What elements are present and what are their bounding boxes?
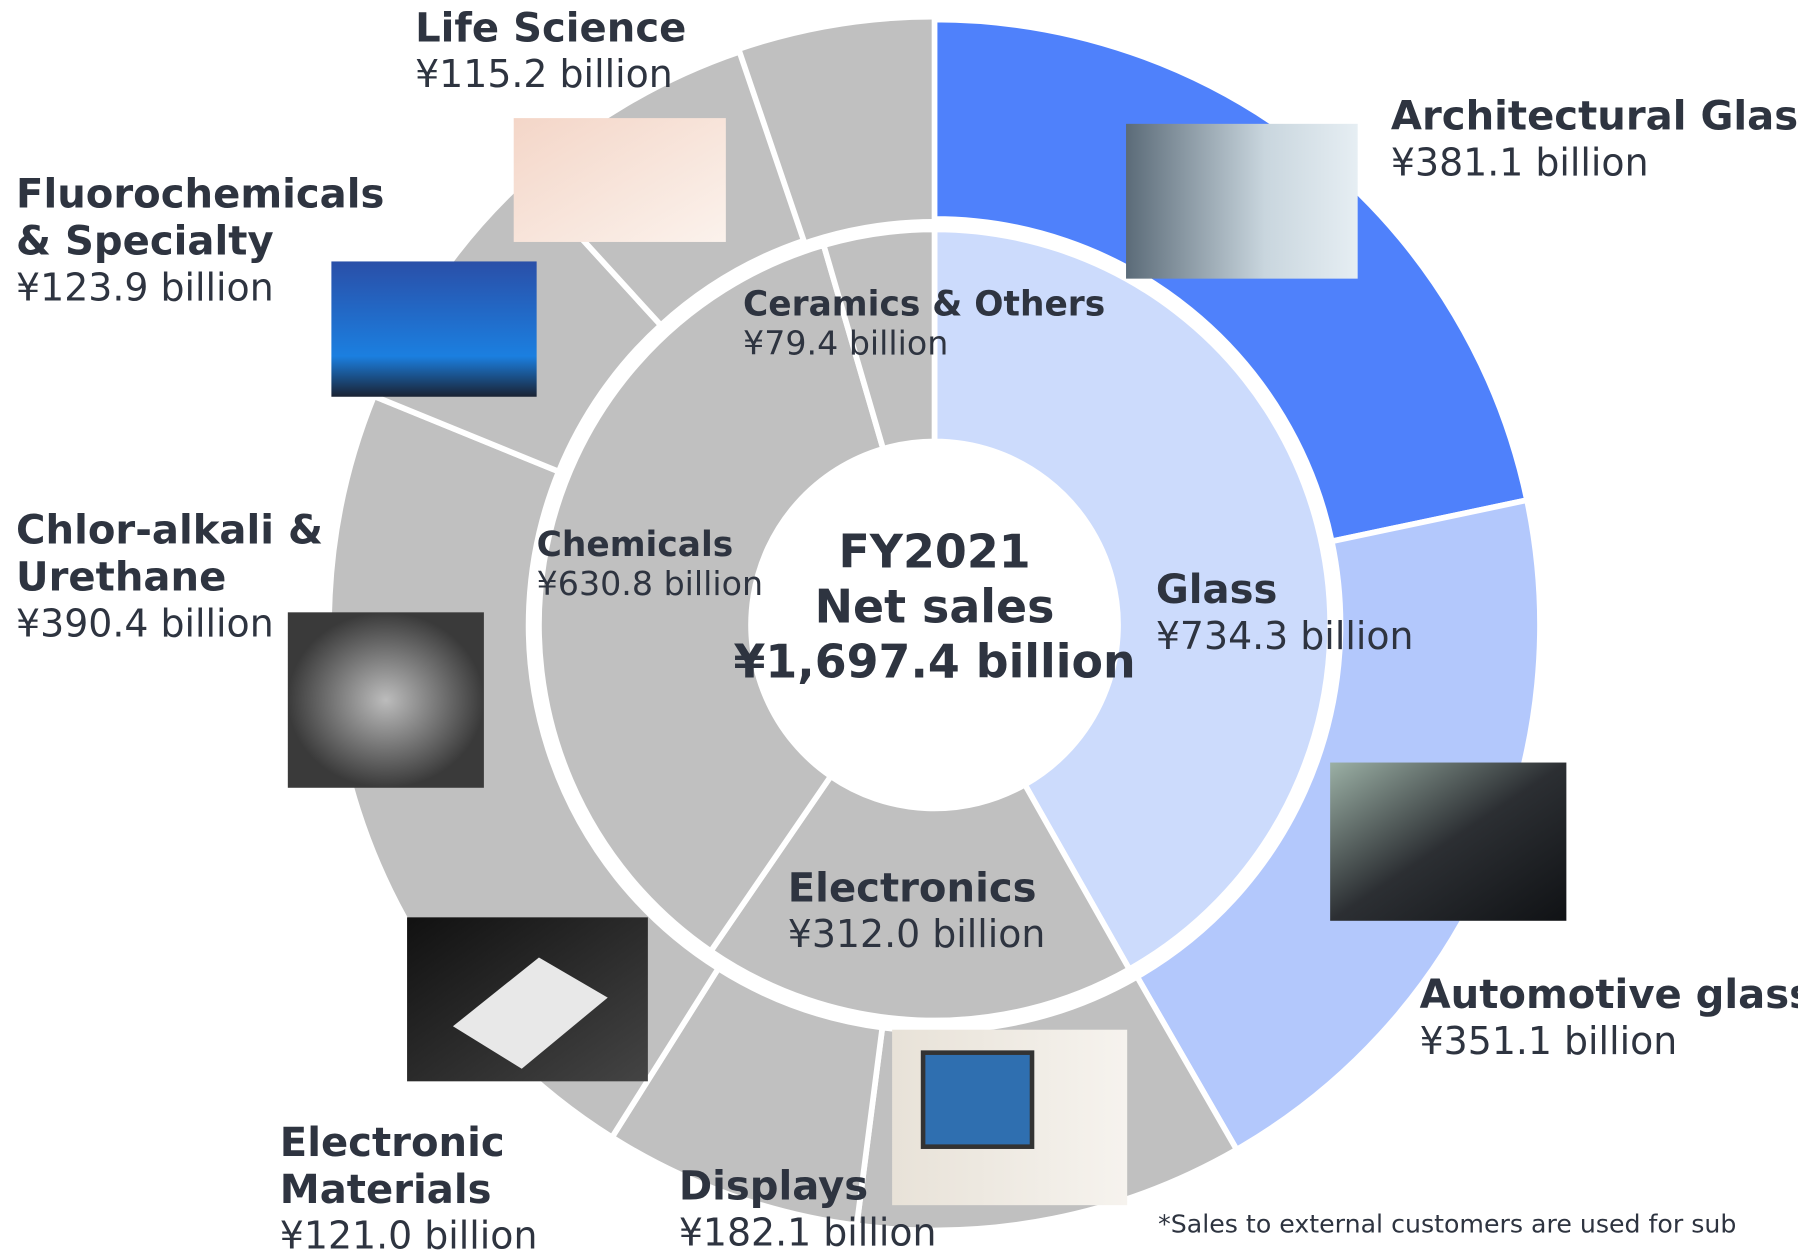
value-label: ¥312.0 billion [787,911,1046,957]
category-name: Electronic Materials [279,1120,505,1214]
inner-label: Chemicals ¥630.8 billion [537,525,763,604]
outer-label: Displays ¥182.1 billion [679,1164,1023,1255]
value-label: ¥390.4 billion [16,600,274,646]
value-label: ¥734.3 billion [1155,613,1414,659]
photo [331,261,537,397]
outer-segment [931,16,1531,545]
center-line: FY2021 [838,526,1031,580]
outer-label: Fluorochemicals & Specialty ¥123.9 billio… [16,172,429,310]
value-label: ¥123.9 billion [16,264,274,310]
footnote: *Sales to external customers are used fo… [1158,1210,1737,1240]
outer-label: Electronic Materials ¥121.0 billion [280,1120,555,1258]
center-total: ¥1,697.4 billion [733,636,1136,690]
value-label: ¥79.4 billion [743,323,949,363]
photos [287,118,1567,1206]
inner-label: Ceramics & Others ¥79.4 billion [743,284,1105,363]
photo-detail [920,1050,1035,1149]
value-label: ¥182.1 billion [678,1209,937,1255]
photo [1330,762,1567,921]
outer-label: Chlor-alkali & Urethane ¥390.4 billion [16,508,337,646]
value-label: ¥121.0 billion [279,1213,538,1258]
center-hole [751,441,1119,809]
category-name: Automotive glass [1419,972,1798,1019]
category-name: Chemicals [536,525,734,566]
value-label: ¥630.8 billion [536,564,764,604]
value-label: ¥351.1 billion [1419,1018,1678,1063]
category-name: Fluorochemicals & Specialty [16,172,385,265]
category-name: Electronics [787,865,1037,912]
category-name: Architectural Glass [1390,94,1798,140]
value-label: ¥115.2 billion [415,51,673,97]
photo [513,118,726,242]
category-name: Displays [678,1163,869,1210]
category-name: Glass [1155,567,1278,614]
inner-label: Glass ¥734.3 billion [1156,568,1414,659]
outer-label: Life Science ¥115.2 billion [415,6,759,97]
photo-detail [452,957,608,1069]
outer-label: Automotive glass ¥351.1 billion [1420,972,1798,1063]
category-name: Chlor-alkali & Urethane [16,507,323,601]
rings [326,16,1543,1234]
inner-label: Electronics ¥312.0 billion [788,866,1046,957]
outer-label: Architectural Glass ¥381.1 billion [1391,94,1798,185]
photo [287,612,484,788]
center-line: Net sales [814,581,1055,635]
photo [1126,123,1358,279]
category-name: Ceramics & Others [743,284,1106,325]
inner-segment [820,226,938,453]
category-name: Life Science [415,5,687,52]
value-label: ¥381.1 billion [1390,139,1649,185]
